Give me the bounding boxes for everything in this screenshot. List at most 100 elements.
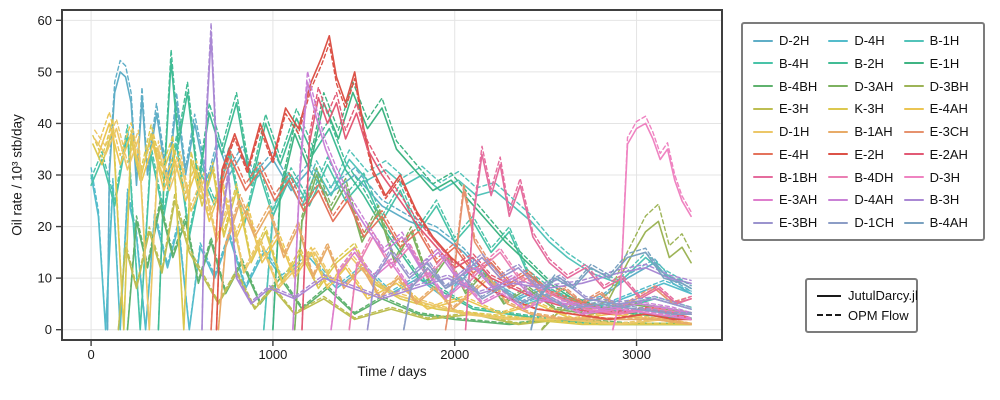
well-color-swatch xyxy=(903,130,924,133)
legend-well-d-4ah: D-4AH xyxy=(828,192,897,207)
legend-well-d-2h: D-2H xyxy=(753,33,822,48)
well-label: B-4H xyxy=(779,55,809,71)
plot-border xyxy=(61,9,723,341)
legend-well-b-3h: B-3H xyxy=(903,192,973,207)
line-B-4AH-jutuldarcy xyxy=(530,251,692,331)
well-color-swatch xyxy=(753,153,773,156)
line-K-3H-jutuldarcy xyxy=(92,127,692,331)
legend-solver-solid: JutulDarcy.jl xyxy=(817,288,918,303)
well-color-swatch xyxy=(753,221,773,224)
well-label: E-4H xyxy=(779,146,809,162)
well-color-swatch xyxy=(828,107,849,110)
line-B-4AH-opmflow xyxy=(530,247,692,330)
line-B-2H-opmflow xyxy=(157,49,692,330)
well-color-swatch xyxy=(828,221,849,224)
well-label: D-2H xyxy=(779,33,810,48)
x-axis-label: Time / days xyxy=(357,364,427,379)
line-B-1AH-jutuldarcy xyxy=(217,200,692,331)
tick-labels: 0 1000 2000 3000 0 10 20 30 40 50 60 xyxy=(38,13,651,362)
legend-well-d-3ah: D-3AH xyxy=(828,79,897,94)
well-label: B-1AH xyxy=(854,124,893,139)
solver-label: OPM Flow xyxy=(848,307,909,323)
y-tick-label: 30 xyxy=(38,168,52,183)
x-tick-label: 2000 xyxy=(440,347,469,362)
legend-well-e-1h: E-1H xyxy=(903,55,973,71)
legend-well-b-1ah: B-1AH xyxy=(828,124,897,139)
legend-well-e-2ah: E-2AH xyxy=(903,147,973,162)
well-label: E-2H xyxy=(854,146,884,162)
well-color-swatch xyxy=(903,176,924,178)
legend-well-b-1bh: B-1BH xyxy=(753,170,822,185)
axis-ticks xyxy=(56,19,638,346)
line-E-3BH-opmflow xyxy=(366,247,692,330)
well-label: D-4AH xyxy=(854,192,894,208)
legend-well-d-1h: D-1H xyxy=(753,124,822,139)
series-lines xyxy=(90,22,692,331)
legend-well-b-4dh: B-4DH xyxy=(828,170,897,185)
well-color-swatch xyxy=(903,107,924,110)
line-B-4DH-opmflow xyxy=(348,231,692,330)
line-E-3AH-opmflow xyxy=(330,247,692,330)
well-color-swatch xyxy=(828,153,849,156)
well-color-swatch xyxy=(828,39,849,42)
gridlines xyxy=(62,10,722,340)
x-tick-label: 1000 xyxy=(258,347,287,362)
well-color-swatch xyxy=(903,62,924,65)
well-color-swatch xyxy=(753,176,773,178)
well-color-swatch xyxy=(753,39,773,42)
y-tick-label: 20 xyxy=(38,219,52,234)
well-label: E-3H xyxy=(779,101,809,117)
well-label: E-4AH xyxy=(929,101,968,117)
legend-solver-dashed: OPM Flow xyxy=(817,307,909,323)
well-label: E-1H xyxy=(929,55,960,71)
legend-well-b-4h: B-4H xyxy=(753,56,822,71)
well-color-swatch xyxy=(828,176,849,178)
line-D-1H-opmflow xyxy=(93,118,692,330)
line-D-3H-opmflow xyxy=(612,115,692,330)
y-tick-label: 40 xyxy=(38,116,52,131)
well-label: D-3BH xyxy=(929,78,969,94)
well-color-swatch xyxy=(828,130,849,133)
y-tick-label: 50 xyxy=(38,64,52,79)
line-B-3H-opmflow xyxy=(201,22,692,330)
line-E-3H-jutuldarcy xyxy=(117,200,692,331)
well-label: B-1BH xyxy=(779,169,818,185)
well-color-swatch xyxy=(753,107,773,110)
y-tick-label: 10 xyxy=(38,271,52,286)
legend-well-d-1ch: D-1CH xyxy=(828,215,897,230)
legend-well-e-3h: E-3H xyxy=(753,101,822,116)
line-E-3BH-jutuldarcy xyxy=(366,251,692,331)
x-tick-label: 0 xyxy=(87,347,94,362)
legend-well-b-4bh: B-4BH xyxy=(753,79,822,94)
well-color-swatch xyxy=(828,62,849,65)
line-B-1BH-jutuldarcy xyxy=(464,153,692,331)
line-D-1CH-jutuldarcy xyxy=(402,266,692,331)
well-color-swatch xyxy=(828,85,849,87)
line-D-3BH-opmflow xyxy=(541,203,692,330)
legend-well-d-3h: D-3H xyxy=(903,169,973,185)
x-tick-label: 3000 xyxy=(622,347,651,362)
line-B-1BH-opmflow xyxy=(464,145,692,330)
line-B-2H-jutuldarcy xyxy=(157,60,692,331)
legend-well-e-3bh: E-3BH xyxy=(753,215,822,230)
well-label: D-4H xyxy=(854,33,885,48)
legend-well-b-2h: B-2H xyxy=(828,56,897,71)
well-color-swatch xyxy=(753,198,773,201)
legend-well-d-3bh: D-3BH xyxy=(903,78,973,94)
well-color-swatch xyxy=(903,85,924,87)
y-axis-label: Oil rate / 10³ stb/day xyxy=(9,114,25,236)
legend-well-d-4h: D-4H xyxy=(828,33,897,48)
line-E-2H-opmflow xyxy=(215,42,692,330)
well-color-swatch xyxy=(903,153,924,156)
line-E-4AH-jutuldarcy xyxy=(97,122,692,326)
well-label: E-3BH xyxy=(779,215,818,230)
dashed-line-swatch xyxy=(817,314,841,317)
well-color-swatch xyxy=(903,221,924,224)
well-label: E-3AH xyxy=(779,192,818,208)
legend-well-e-4ah: E-4AH xyxy=(903,101,973,117)
y-tick-label: 0 xyxy=(45,322,52,337)
well-label: B-1H xyxy=(929,33,960,48)
well-label: D-3H xyxy=(929,169,960,185)
